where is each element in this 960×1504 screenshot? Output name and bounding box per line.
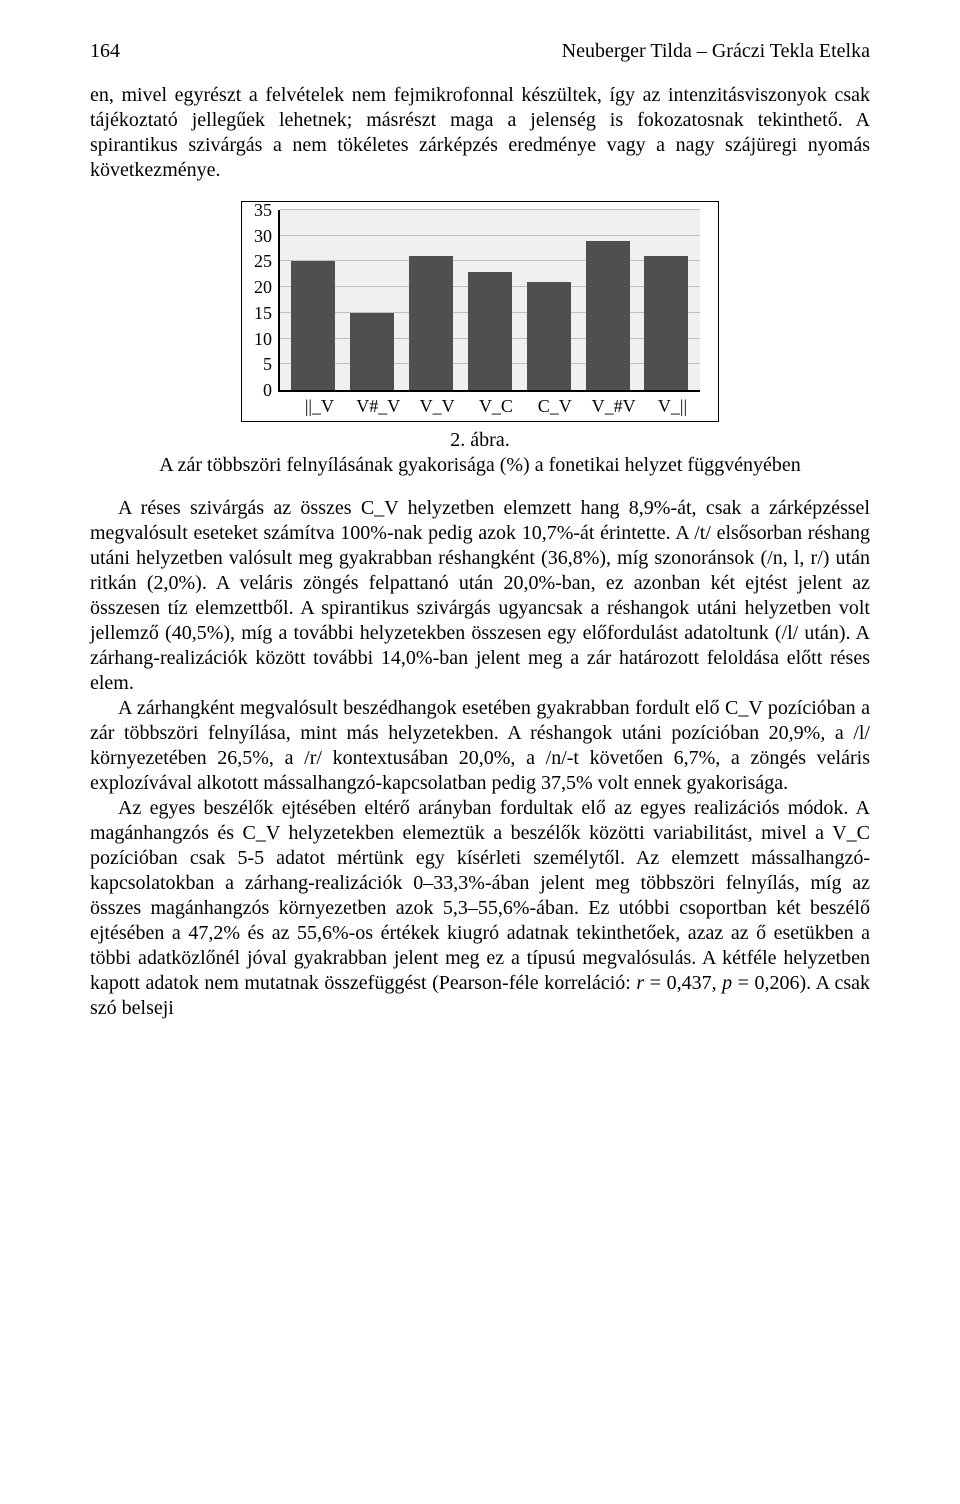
y-axis: 35 30 25 20 15 10 5 0	[254, 210, 278, 390]
para4-text-a: Az egyes beszélők ejtésében eltérő arány…	[90, 797, 870, 994]
bar-0	[291, 261, 335, 390]
x-axis-labels: ||_V V#_V V_V V_C C_V V_#V V_||	[286, 392, 706, 417]
body-text-2: A réses szivárgás az összes C_V helyzetb…	[90, 496, 870, 1021]
caption-number: 2. ábra.	[450, 429, 509, 451]
bar-chart: 35 30 25 20 15 10 5 0	[241, 201, 719, 422]
chart-inner: 35 30 25 20 15 10 5 0	[254, 210, 706, 392]
caption-text: A zár többszöri felnyílásának gyakoriság…	[159, 454, 800, 476]
bar-6	[644, 256, 688, 390]
stat-symbol-p: p	[722, 972, 732, 994]
paragraph-3: A zárhangként megvalósult beszédhangok e…	[90, 696, 870, 796]
x-label: C_V	[533, 396, 577, 417]
figure-caption: 2. ábra. A zár többszöri felnyílásának g…	[90, 428, 870, 478]
x-label: V#_V	[356, 396, 400, 417]
bar-2	[409, 256, 453, 390]
paragraph-2: A réses szivárgás az összes C_V helyzetb…	[90, 496, 870, 696]
x-label: V_||	[650, 396, 694, 417]
x-label: V_V	[415, 396, 459, 417]
bar-1	[350, 313, 394, 390]
running-header: 164 Neuberger Tilda – Gráczi Tekla Etelk…	[90, 40, 870, 63]
x-label: ||_V	[297, 396, 341, 417]
bar-4	[527, 282, 571, 390]
x-label: V_C	[474, 396, 518, 417]
plot-area	[278, 210, 700, 392]
body-text: en, mivel egyrészt a felvételek nem fejm…	[90, 83, 870, 183]
bar-5	[586, 241, 630, 390]
x-label: V_#V	[592, 396, 636, 417]
bars	[280, 210, 700, 390]
para4-text-b: = 0,437,	[644, 972, 722, 994]
paragraph-4: Az egyes beszélők ejtésében eltérő arány…	[90, 796, 870, 1021]
page: 164 Neuberger Tilda – Gráczi Tekla Etelk…	[0, 0, 960, 1061]
chart-container: 35 30 25 20 15 10 5 0	[90, 201, 870, 422]
header-authors: Neuberger Tilda – Gráczi Tekla Etelka	[562, 40, 870, 63]
intro-paragraph: en, mivel egyrészt a felvételek nem fejm…	[90, 83, 870, 183]
page-number: 164	[90, 40, 120, 63]
bar-3	[468, 272, 512, 390]
